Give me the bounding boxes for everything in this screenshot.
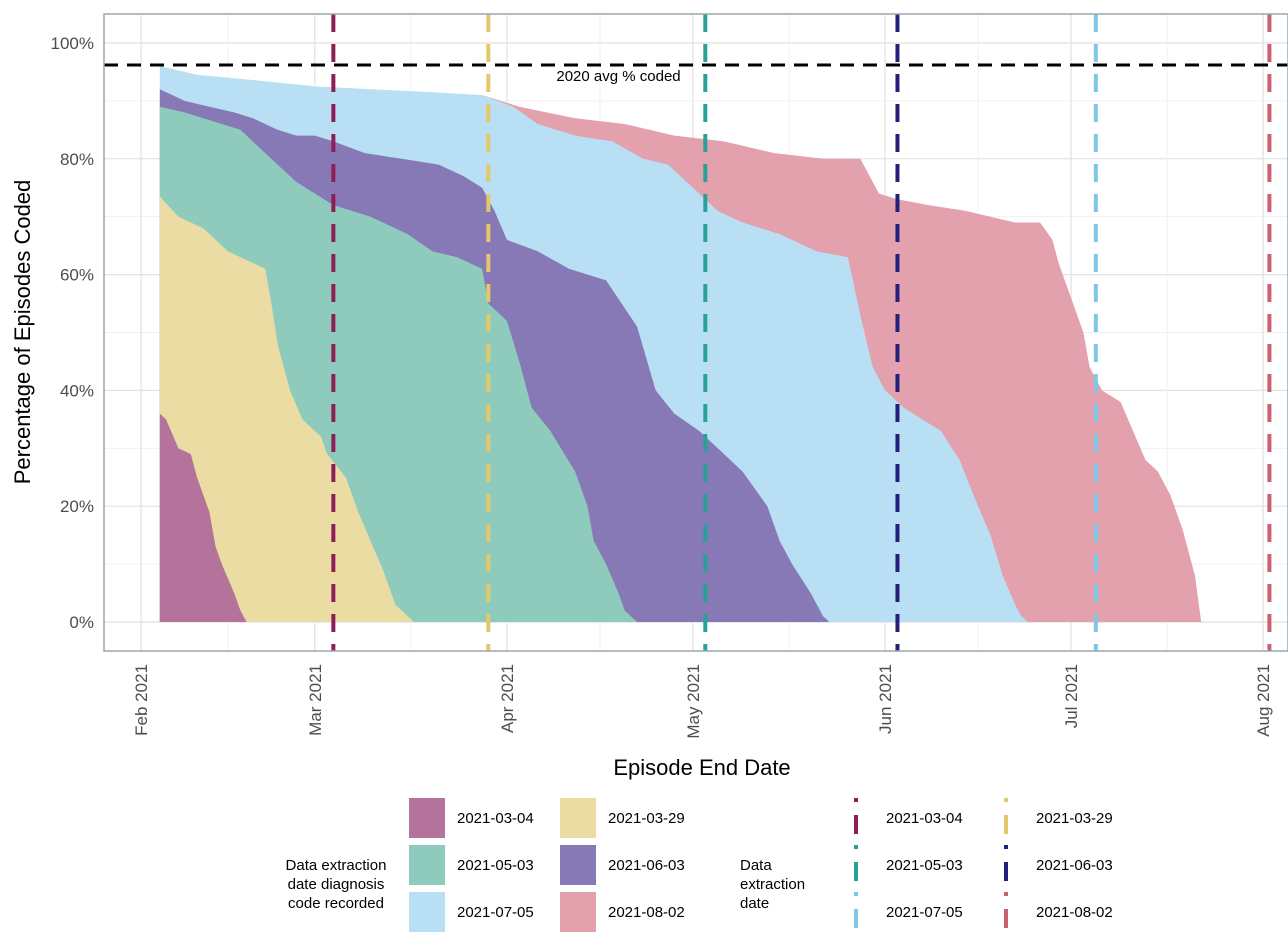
x-tick-label: Jun 2021 (876, 664, 895, 734)
y-tick-label: 20% (60, 497, 94, 516)
legend-label: 2021-08-02 (608, 903, 685, 921)
legend-swatch (409, 892, 445, 932)
legend-line-key (838, 798, 874, 838)
fill-legend-item: 2021-08-02 (560, 892, 685, 932)
legend-line-key (838, 892, 874, 932)
legend-label: 2021-05-03 (886, 856, 963, 874)
y-tick-label: 80% (60, 150, 94, 169)
x-tick-label: Jul 2021 (1062, 664, 1081, 728)
y-tick-label: 100% (51, 34, 94, 53)
y-tick-label: 0% (69, 613, 94, 632)
x-tick-label: May 2021 (684, 664, 703, 739)
legend-label: 2021-06-03 (608, 856, 685, 874)
area-series (159, 66, 1202, 623)
line-legend-item: 2021-05-03 (838, 845, 963, 885)
legend-label: 2021-07-05 (457, 903, 534, 921)
legend-label: 2021-06-03 (1036, 856, 1113, 874)
legend-swatch (409, 798, 445, 838)
y-tick-labels: 0% 20% 40% 60% 80% 100% (51, 34, 94, 632)
line-legend-item: 2021-08-02 (988, 892, 1113, 932)
fill-legend-item: 2021-03-04 (409, 798, 534, 838)
legend-swatch (409, 845, 445, 885)
legend-line-key (838, 845, 874, 885)
legend-label: 2021-08-02 (1036, 903, 1113, 921)
x-tick-label: Aug 2021 (1254, 664, 1273, 737)
fill-legend-item: 2021-03-29 (560, 798, 685, 838)
legend-line-key (988, 798, 1024, 838)
legend-line-key (988, 892, 1024, 932)
legend-swatch (560, 892, 596, 932)
plot-border (103, 13, 1288, 652)
legend-swatch (560, 845, 596, 885)
legend-line-key (988, 845, 1024, 885)
line-legend-item: 2021-07-05 (838, 892, 963, 932)
line-legend-item: 2021-03-29 (988, 798, 1113, 838)
legend-label: 2021-03-04 (886, 809, 963, 827)
fill-legend-title: Data extraction date diagnosis code reco… (285, 857, 387, 912)
legend-label: 2021-05-03 (457, 856, 534, 874)
x-tick-label: Mar 2021 (306, 664, 325, 736)
legend-label: 2021-07-05 (886, 903, 963, 921)
fill-legend-item: 2021-05-03 (409, 845, 534, 885)
y-tick-label: 60% (60, 266, 94, 285)
extraction-lines (331, 14, 1272, 651)
reference-line-group: 2020 avg % coded (104, 63, 1288, 85)
line-legend-item: 2021-03-04 (838, 798, 963, 838)
fill-legend-item: 2021-07-05 (409, 892, 534, 932)
line-legend-title: Data extraction date (740, 857, 806, 912)
legend-label: 2021-03-29 (608, 809, 685, 827)
x-tick-label: Apr 2021 (498, 664, 517, 733)
legend-swatch (560, 798, 596, 838)
legend-label: 2021-03-29 (1036, 809, 1113, 827)
x-axis-title: Episode End Date (613, 755, 790, 780)
area-series-2021-03-04 (159, 413, 247, 622)
area-series-2021-03-29 (159, 196, 414, 622)
y-tick-label: 40% (60, 381, 94, 400)
line-legend-item: 2021-06-03 (988, 845, 1113, 885)
x-tick-label: Feb 2021 (132, 664, 151, 736)
legend-label: 2021-03-04 (457, 809, 534, 827)
reference-line-label: 2020 avg % coded (556, 68, 680, 85)
x-tick-labels: Feb 2021 Mar 2021 Apr 2021 May 2021 Jun 2021… (132, 664, 1273, 739)
y-axis-title: Percentage of Episodes Coded (10, 180, 35, 485)
fill-legend-item: 2021-06-03 (560, 845, 685, 885)
